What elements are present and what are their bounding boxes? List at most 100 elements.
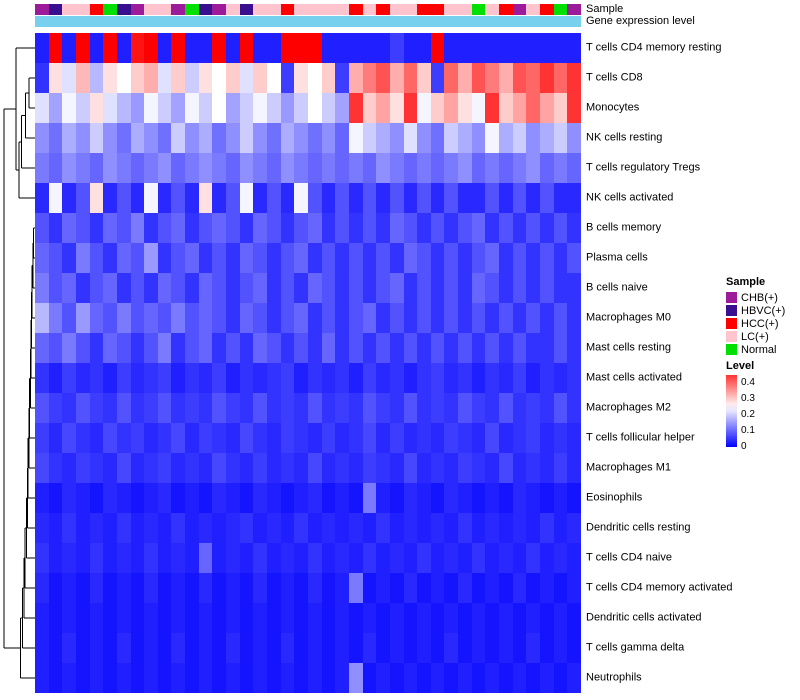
heatmap-cell [499,513,513,543]
sample-annotation-cell [280,4,295,15]
heatmap-cell [253,543,268,573]
row-label: Macrophages M1 [586,461,671,474]
heatmap-cell [512,543,527,573]
heatmap-cell [35,363,49,393]
heatmap-cell [212,663,227,693]
heatmap-cell [144,363,158,393]
heatmap-cell [171,33,186,63]
heatmap-cell [48,483,63,513]
heatmap-cell [294,603,308,633]
heatmap-cell [185,543,199,573]
heatmap-cell [567,603,581,633]
heatmap-cell [403,243,418,273]
legend-entry-label: LC(+) [741,330,769,343]
heatmap-cell [62,243,76,273]
heatmap-cell [75,153,90,183]
heatmap-cell [35,303,49,333]
heatmap-cell [185,453,199,483]
heatmap-cell [348,123,363,153]
heatmap-cell [499,543,513,573]
heatmap-cell [307,513,322,543]
heatmap-cell [144,123,158,153]
heatmap-cell [430,33,445,63]
heatmap-cell [198,243,213,273]
row-label: Eosinophils [586,491,643,504]
sample-legend-entry: LC(+) [726,330,785,343]
heatmap-cell [294,183,308,213]
heatmap-cell [294,63,308,93]
heatmap-cell [430,213,445,243]
heatmap-cell [458,213,472,243]
heatmap-cell [171,213,186,243]
sample-annotation-cell [35,4,49,15]
heatmap-cell [444,393,459,423]
heatmap-cell [417,573,431,603]
heatmap-cell [62,183,76,213]
sample-annotation-cell [458,4,472,15]
heatmap-cell [512,63,527,93]
heatmap-cell [376,273,390,303]
heatmap-cell [35,183,49,213]
heatmap-cell [526,243,541,273]
heatmap-cell [499,273,513,303]
heatmap-cell [307,543,322,573]
heatmap-cell [471,573,486,603]
legend-color-swatch [726,344,737,355]
heatmap-cell [130,33,145,63]
heatmap-cell [362,303,377,333]
heatmap-cell [212,93,227,123]
heatmap-cell [430,483,445,513]
sample-annotation-cell [48,4,63,15]
heatmap-cell [499,453,513,483]
heatmap-cell [335,183,349,213]
heatmap-cell [417,93,431,123]
row-label: Macrophages M2 [586,401,671,414]
sample-annotation-cell [307,4,322,15]
heatmap-cell [48,33,63,63]
heatmap-cell [267,333,281,363]
heatmap-cell [512,153,527,183]
heatmap-cell [185,213,199,243]
heatmap-cell [294,573,308,603]
level-tick-label: 0.2 [741,409,755,420]
sample-annotation-cell [444,4,459,15]
heatmap-cell [239,543,254,573]
heatmap-cell [335,33,349,63]
heatmap-cell [526,93,541,123]
heatmap-cell [348,213,363,243]
heatmap-cell [362,363,377,393]
heatmap-cell [321,453,336,483]
heatmap-cell [103,663,117,693]
heatmap-cell [567,513,581,543]
heatmap-cell [103,303,117,333]
heatmap-cell [417,213,431,243]
heatmap-cell [512,123,527,153]
heatmap-cell [430,423,445,453]
heatmap-cell [171,93,186,123]
heatmap-cell [458,243,472,273]
heatmap-cell [253,423,268,453]
heatmap-cell [444,573,459,603]
legend-color-swatch [726,305,737,316]
heatmap-cell [75,213,90,243]
heatmap-cell [212,63,227,93]
heatmap-cell [553,423,568,453]
heatmap-cell [130,423,145,453]
heatmap-cell [471,273,486,303]
heatmap-cell [280,573,295,603]
heatmap-cell [348,183,363,213]
heatmap-cell [130,543,145,573]
heatmap-cell [75,513,90,543]
heatmap-cell [267,663,281,693]
heatmap-cell [157,333,172,363]
heatmap-cell [348,393,363,423]
heatmap-cell [458,183,472,213]
heatmap-cell [458,123,472,153]
heatmap-cell [553,93,568,123]
heatmap-cell [144,213,158,243]
sample-annotation-bar [35,4,581,15]
heatmap-cell [376,393,390,423]
heatmap-cell [362,183,377,213]
level-tick-label: 0.3 [741,393,755,404]
heatmap-cell [540,573,554,603]
